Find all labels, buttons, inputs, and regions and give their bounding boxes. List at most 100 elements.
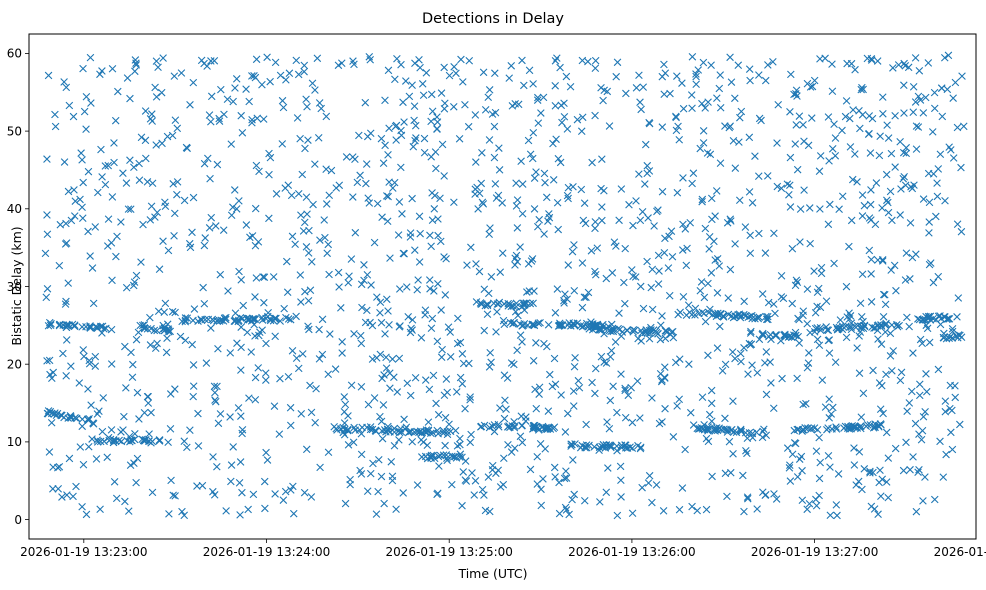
scatter-point	[582, 441, 591, 449]
scatter-point	[858, 110, 867, 119]
scatter-point	[361, 98, 370, 107]
scatter-point	[810, 76, 819, 85]
scatter-point	[226, 349, 235, 357]
scatter-point	[132, 271, 141, 280]
scatter-point	[941, 196, 949, 205]
scatter-point	[612, 242, 620, 250]
scatter-point	[746, 76, 754, 85]
scatter-point	[636, 98, 644, 106]
scatter-point	[553, 198, 562, 207]
scatter-point	[151, 83, 159, 92]
scatter-point	[171, 308, 179, 317]
scatter-point	[674, 122, 682, 131]
scatter-point	[803, 505, 811, 514]
scatter-point	[207, 324, 215, 332]
scatter-point	[510, 422, 519, 430]
scatter-point	[112, 494, 121, 503]
scatter-point	[501, 396, 509, 405]
scatter-point	[415, 56, 423, 64]
scatter-point	[862, 422, 871, 431]
scatter-point	[226, 413, 234, 421]
scatter-point	[337, 59, 346, 67]
scatter-point	[467, 243, 475, 252]
scatter-point	[251, 293, 259, 301]
scatter-point	[721, 414, 729, 423]
scatter-point	[326, 330, 334, 338]
scatter-point	[370, 394, 379, 402]
scatter-point	[917, 435, 926, 444]
scatter-point	[732, 428, 741, 437]
scatter-point	[621, 384, 629, 393]
scatter-point	[633, 377, 642, 385]
scatter-point	[393, 54, 401, 63]
scatter-point	[658, 418, 666, 426]
scatter-point	[51, 122, 60, 131]
scatter-point	[422, 69, 431, 77]
scatter-point	[322, 200, 331, 208]
scatter-point	[698, 393, 707, 401]
scatter-point	[206, 174, 214, 183]
scatter-point	[495, 166, 504, 174]
scatter-point	[275, 430, 284, 438]
scatter-point	[622, 89, 630, 98]
scatter-point	[219, 226, 228, 234]
scatter-point	[940, 53, 949, 62]
scatter-point	[793, 92, 801, 100]
scatter-point	[377, 417, 386, 426]
scatter-point	[867, 54, 876, 63]
scatter-point	[490, 153, 499, 162]
scatter-point	[189, 382, 198, 390]
scatter-point	[518, 56, 526, 65]
scatter-point	[440, 63, 448, 72]
scatter-point	[888, 366, 896, 375]
scatter-point	[608, 269, 617, 277]
scatter-point	[574, 376, 583, 385]
scatter-point	[281, 487, 290, 496]
scatter-point	[366, 129, 375, 138]
scatter-point	[582, 293, 590, 302]
scatter-point	[704, 425, 713, 434]
scatter-point	[920, 316, 928, 324]
scatter-point	[473, 183, 481, 192]
scatter-point	[213, 316, 221, 325]
scatter-point	[654, 251, 663, 260]
scatter-point	[282, 76, 290, 84]
scatter-point	[556, 158, 565, 167]
scatter-point	[889, 347, 898, 355]
scatter-point	[817, 263, 826, 272]
scatter-point	[144, 392, 152, 401]
scatter-point	[412, 134, 420, 142]
scatter-point	[215, 117, 224, 125]
scatter-point	[783, 180, 792, 188]
scatter-point	[795, 315, 803, 324]
scatter-point	[506, 318, 515, 327]
scatter-point	[556, 63, 564, 72]
scatter-point	[727, 312, 736, 320]
scatter-point	[731, 164, 740, 172]
scatter-point	[342, 153, 351, 161]
scatter-point	[262, 376, 270, 384]
scatter-point	[911, 98, 920, 106]
scatter-point	[308, 258, 316, 266]
scatter-point	[788, 450, 797, 459]
scatter-point	[879, 313, 888, 321]
scatter-point	[270, 402, 279, 410]
scatter-point	[450, 198, 458, 207]
scatter-point	[41, 249, 50, 258]
scatter-point	[786, 181, 794, 190]
scatter-point	[853, 321, 862, 330]
scatter-point	[301, 218, 309, 227]
scatter-point	[916, 335, 925, 344]
scatter-point	[237, 276, 246, 284]
scatter-point	[395, 323, 404, 331]
scatter-point	[856, 124, 864, 133]
scatter-point	[807, 424, 816, 432]
scatter-point	[307, 408, 316, 417]
scatter-point	[160, 308, 169, 316]
scatter-point	[152, 141, 160, 149]
scatter-point	[692, 80, 700, 89]
scatter-point	[122, 179, 131, 187]
scatter-point	[427, 152, 436, 161]
scatter-point	[628, 418, 637, 427]
scatter-point	[790, 439, 799, 447]
